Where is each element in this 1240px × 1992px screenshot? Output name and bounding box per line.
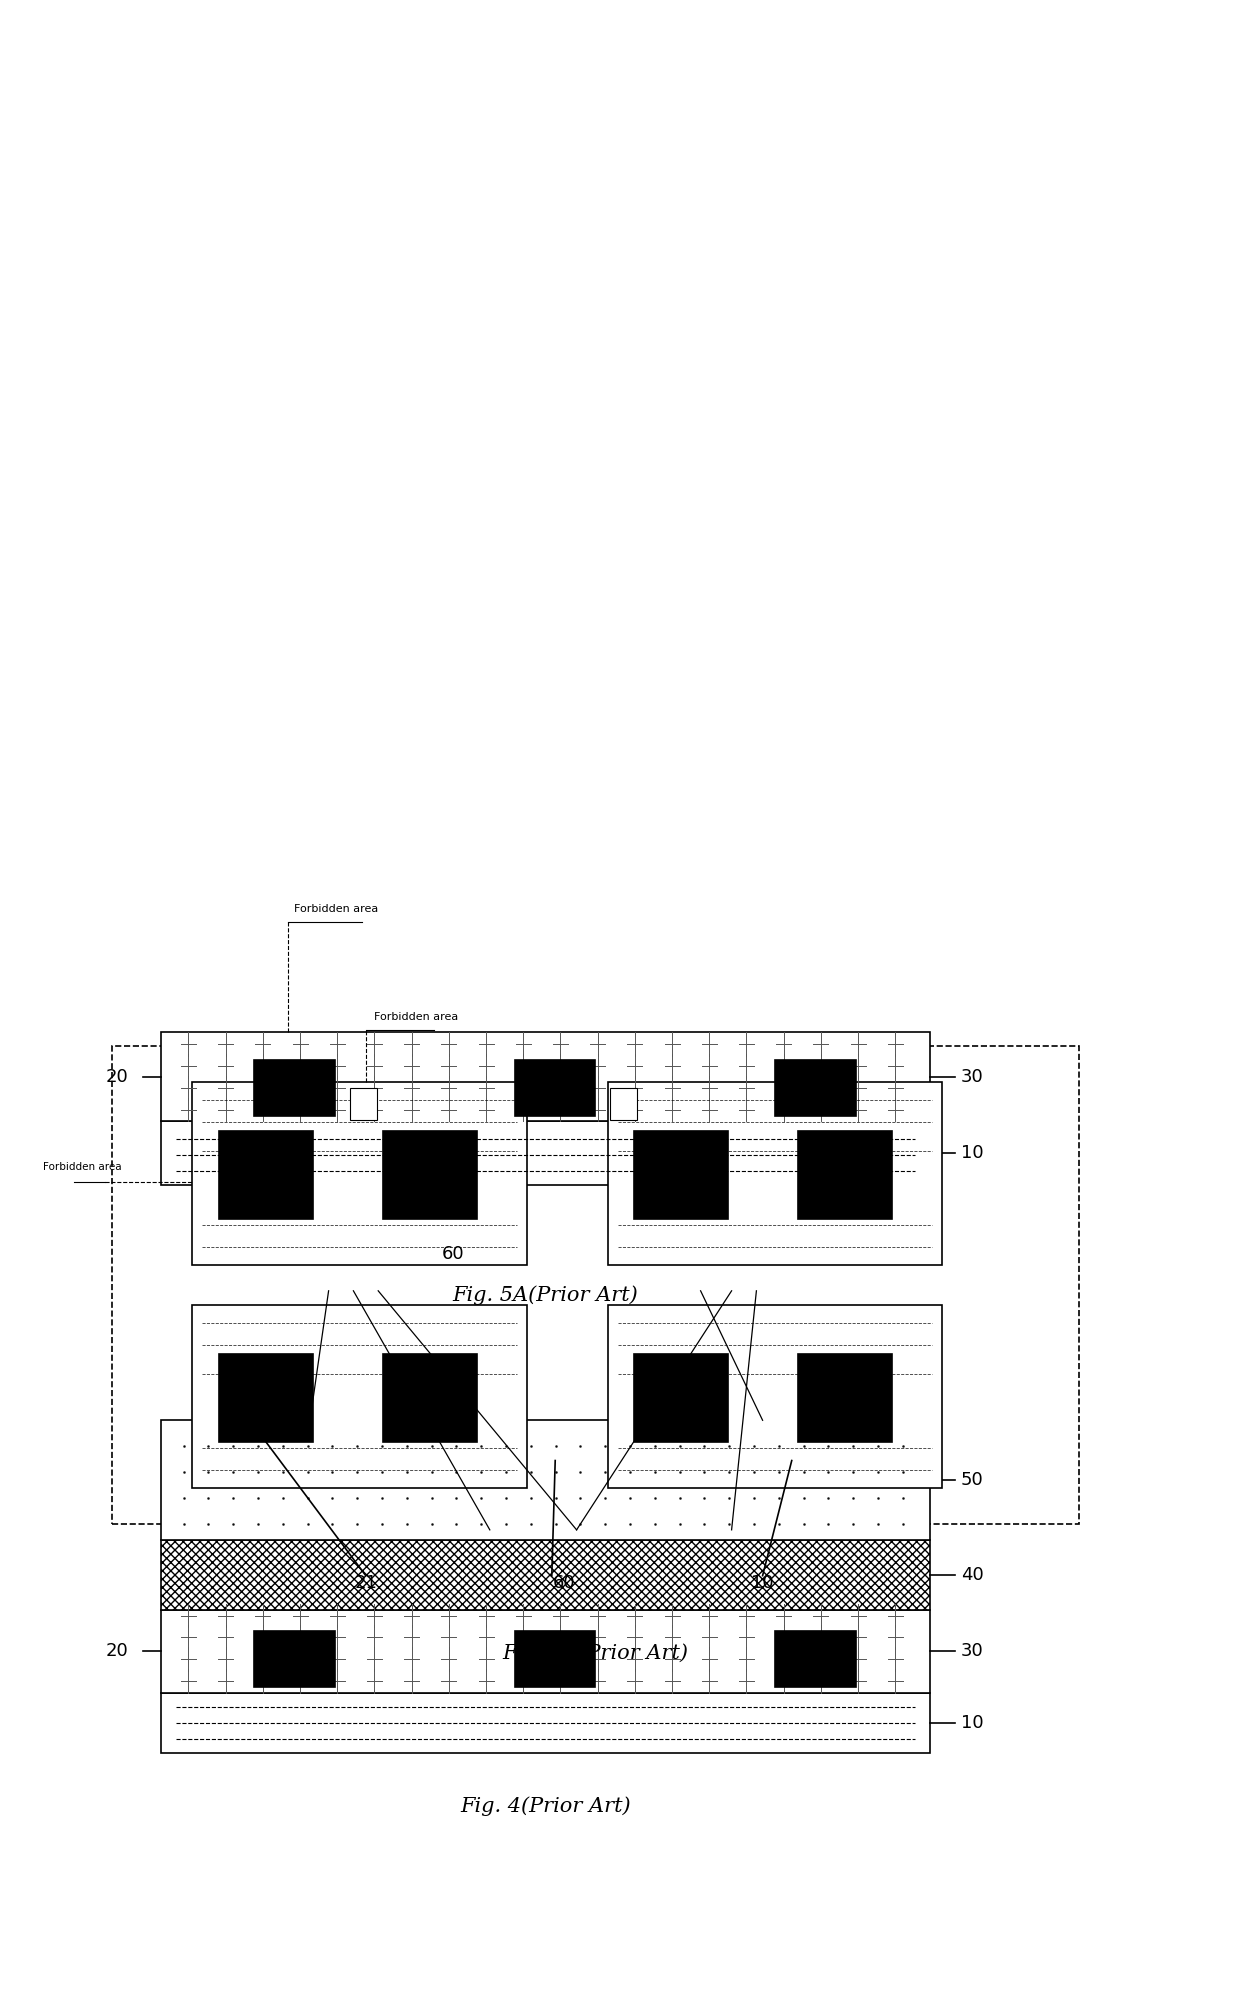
Text: 30: 30	[961, 1068, 983, 1086]
Bar	[219, 1355, 312, 1442]
Text: 60: 60	[553, 1574, 575, 1592]
Bar	[383, 1131, 476, 1219]
Bar	[192, 1082, 527, 1265]
Bar	[161, 1121, 930, 1185]
Text: 21: 21	[355, 1574, 377, 1592]
Text: Forbidden area: Forbidden area	[373, 1012, 458, 1022]
Text: Fig. 5A(Prior Art): Fig. 5A(Prior Art)	[453, 1285, 639, 1305]
Bar	[254, 1060, 335, 1116]
Bar	[350, 1088, 377, 1120]
Bar	[635, 1131, 728, 1219]
Bar	[608, 1082, 942, 1265]
Text: Fig. 5B(Prior Art): Fig. 5B(Prior Art)	[502, 1643, 688, 1663]
Bar	[383, 1355, 476, 1442]
Bar	[608, 1305, 942, 1488]
Text: 10: 10	[961, 1143, 983, 1163]
Bar	[161, 1032, 930, 1121]
Bar	[515, 1631, 595, 1687]
Text: 20: 20	[105, 1068, 128, 1086]
Bar	[635, 1355, 728, 1442]
Bar	[192, 1305, 527, 1488]
Bar	[515, 1060, 595, 1116]
Text: 30: 30	[961, 1641, 983, 1661]
Bar	[161, 1420, 930, 1540]
Text: 40: 40	[961, 1566, 983, 1584]
Text: Forbidden area: Forbidden area	[294, 904, 378, 914]
Bar	[799, 1355, 893, 1442]
Text: 10: 10	[751, 1574, 774, 1592]
Bar	[799, 1131, 893, 1219]
Bar	[112, 1046, 1079, 1524]
Text: 60: 60	[441, 1245, 464, 1263]
Bar	[610, 1088, 637, 1120]
Bar	[161, 1610, 930, 1693]
Bar	[219, 1131, 312, 1219]
Text: 50: 50	[961, 1470, 983, 1490]
Text: Fig. 4(Prior Art): Fig. 4(Prior Art)	[460, 1797, 631, 1817]
Bar	[775, 1060, 856, 1116]
Text: Forbidden area: Forbidden area	[43, 1163, 122, 1173]
Text: 10: 10	[961, 1713, 983, 1733]
Text: 20: 20	[105, 1641, 128, 1661]
Bar	[775, 1631, 856, 1687]
Bar	[161, 1540, 930, 1610]
Bar	[161, 1693, 930, 1753]
Bar	[254, 1631, 335, 1687]
